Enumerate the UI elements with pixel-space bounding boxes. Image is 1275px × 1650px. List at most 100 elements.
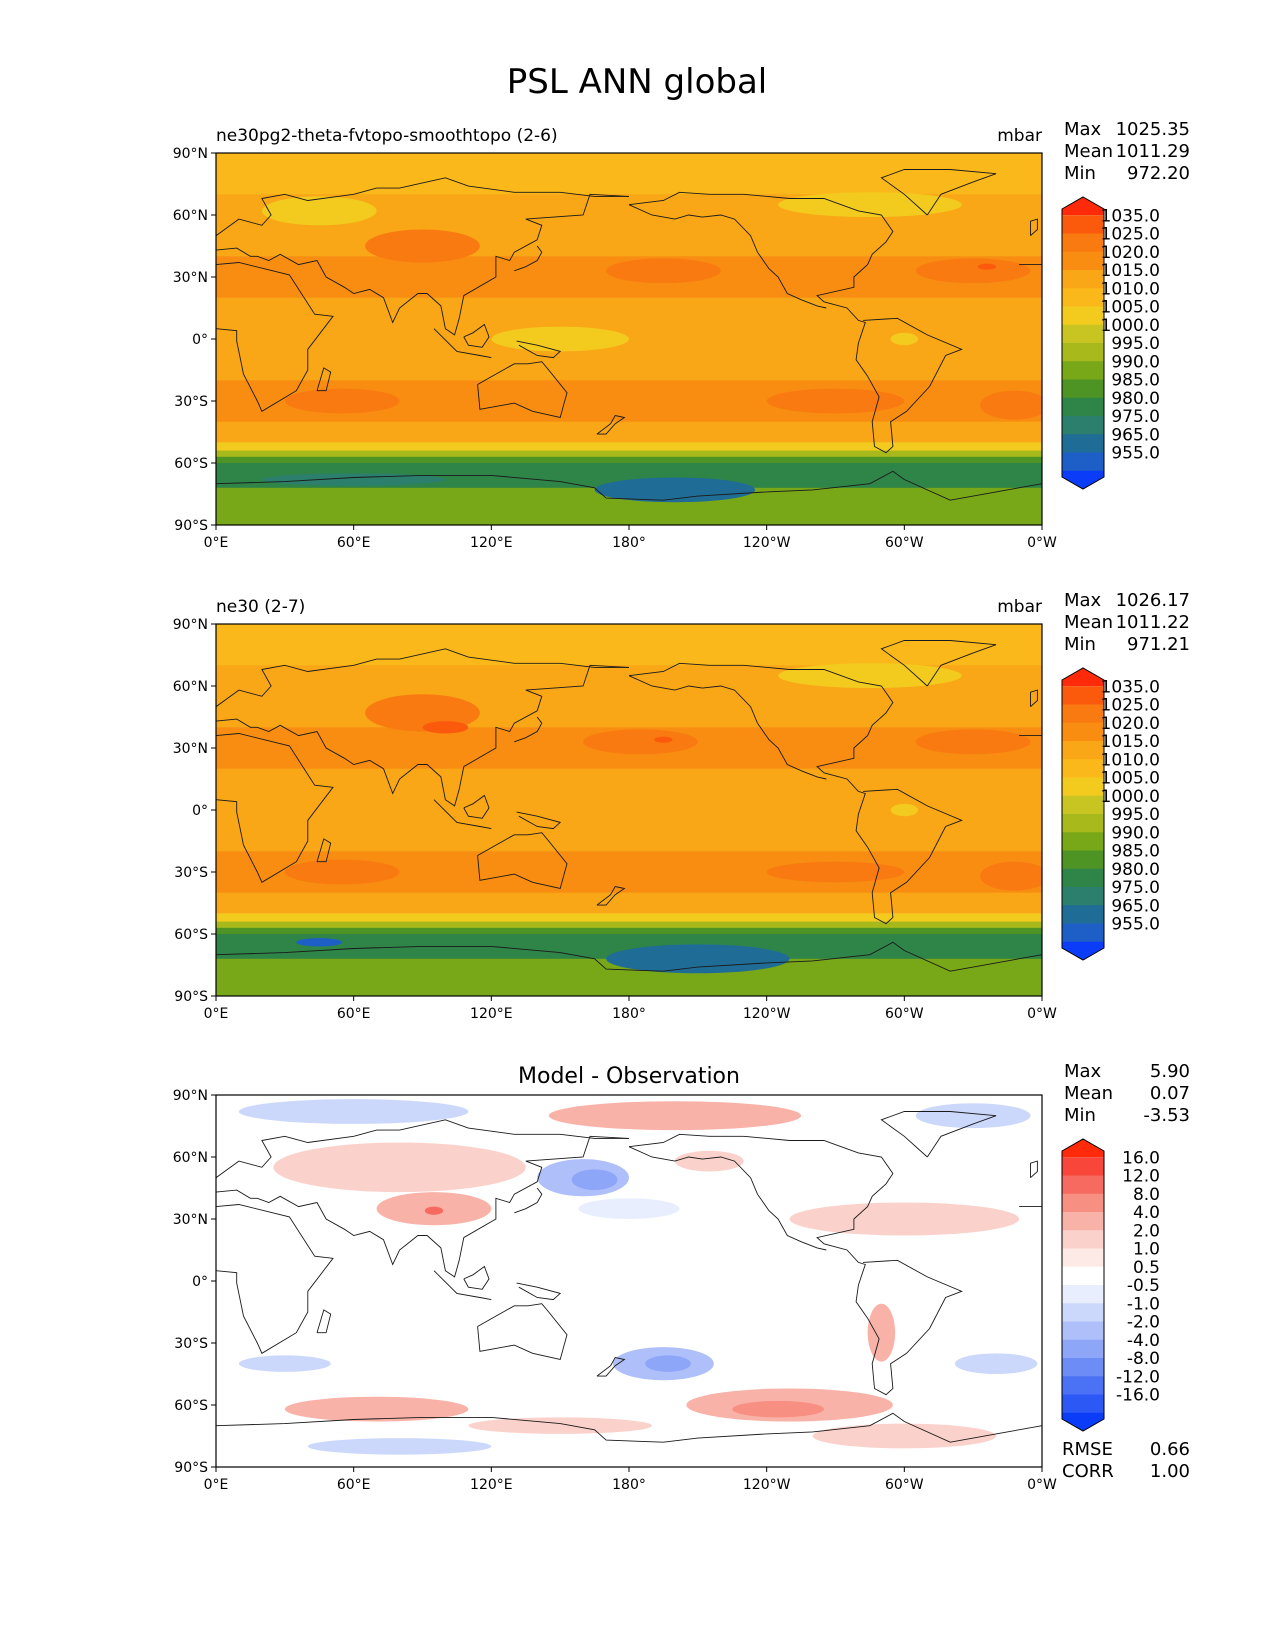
x-tick-label: 0°E [204,1006,229,1022]
colorbar-label: 1005.0 [1101,298,1160,318]
coastline [433,1270,492,1301]
x-tick-label: 0°W [1027,1477,1057,1493]
y-tick-label: 0° [192,332,208,348]
field-contour [890,332,919,346]
field-band [216,892,1042,914]
field-band [216,421,1042,443]
x-tick-label: 180° [612,1006,646,1022]
coastline [516,340,562,359]
panel-subtitle: ne30pg2-theta-fvtopo-smoothtopo (2-6) [216,126,558,146]
colorbar-segment [1062,759,1104,778]
y-tick-label: 0° [192,1274,208,1290]
field-band [216,927,1042,935]
colorbar-segment [1062,397,1104,417]
colorbar-segment [1062,777,1104,797]
field-contour [915,1103,1031,1129]
colorbar-label: 1035.0 [1101,677,1160,697]
field-band [216,768,1042,852]
coastline [596,885,626,906]
field-contour [732,1400,825,1418]
colorbar-label: 0.5 [1133,1258,1160,1278]
coastline [316,838,332,863]
colorbar-segment [1062,434,1104,453]
extra-stat-value: 1.00 [1150,1461,1190,1482]
coastline [516,811,562,830]
coastline [596,1356,626,1377]
coastline [514,1187,543,1214]
coastline [628,191,963,454]
colorbar-label: 955.0 [1111,444,1160,464]
colorbar-segment [1062,1193,1104,1213]
colorbar-label: 980.0 [1111,389,1160,409]
colorbar-label: 4.0 [1133,1203,1160,1223]
colorbar-segment [1062,704,1104,724]
colorbar-label: 995.0 [1111,805,1160,825]
field-contour [365,229,480,263]
field-contour [284,388,400,414]
coastline [316,1309,332,1334]
coastline [216,648,629,708]
coastline [628,1133,963,1396]
colorbar-segment [1062,306,1104,326]
colorbar-segment [1062,251,1104,271]
stat-label: Max [1064,590,1102,611]
y-tick-label: 60°N [173,208,208,224]
colorbar: 16.012.08.04.02.01.00.5-0.5-1.0-2.0-4.0-… [1061,1138,1160,1432]
colorbar-label: -16.0 [1116,1386,1160,1406]
colorbar-label: 975.0 [1111,878,1160,898]
coastline [463,323,490,348]
coastline [216,177,629,237]
coastline [628,675,827,780]
coastline [216,470,1042,501]
colorbar-segment [1062,1230,1104,1249]
extra-stat-value: 0.66 [1150,1439,1190,1460]
field-band [216,297,1042,381]
colorbar-label: 16.0 [1122,1148,1160,1168]
colorbar-outline [1061,1138,1105,1432]
coastline [433,799,492,830]
field-contour [594,477,756,503]
coastline [216,1135,630,1278]
colorbar-segment [1062,324,1104,344]
coastline [216,1204,334,1354]
colorbar-segment [1062,1321,1104,1341]
field-contour [583,729,698,755]
colorbar-segment [1062,686,1104,705]
field-band [216,225,1042,257]
coastline [1030,689,1038,708]
y-tick-label: 90°N [173,1088,208,1104]
colorbar-label: 1000.0 [1101,316,1160,336]
stat-value: 0.07 [1150,1083,1190,1104]
colorbar-label: 1010.0 [1101,750,1160,770]
field-contour [674,1150,744,1172]
colorbar-label: -1.0 [1127,1294,1160,1314]
x-tick-label: 120°E [470,1006,513,1022]
x-tick-label: 60°E [337,1006,371,1022]
map-field [216,153,1042,525]
stat-label: Min [1064,163,1096,184]
colorbar-segment [1062,1303,1104,1322]
colorbar-label: 1015.0 [1101,261,1160,281]
panel-units: mbar [997,597,1042,617]
colorbar-segment [1062,215,1104,234]
coastline [216,664,630,807]
colorbar-label: 965.0 [1111,425,1160,445]
field-contour [296,938,343,947]
panel-title: Model - Observation [518,1064,740,1089]
y-tick-label: 30°S [174,865,208,881]
colorbar: 1035.01025.01020.01015.01010.01005.01000… [1061,667,1160,961]
stat-label: Min [1064,634,1096,655]
x-tick-label: 60°W [885,535,924,551]
colorbar-segment [1062,270,1104,289]
field-contour [284,1396,469,1422]
x-tick-label: 120°E [470,535,513,551]
y-tick-label: 90°S [174,989,208,1005]
field-contour [307,1438,492,1455]
field-contour [261,196,377,226]
coastline [628,204,827,309]
field-contour [867,1303,896,1362]
colorbar-label: -8.0 [1127,1349,1160,1369]
colorbar-segment [1062,343,1104,362]
colorbar-label: 1.0 [1133,1240,1160,1260]
